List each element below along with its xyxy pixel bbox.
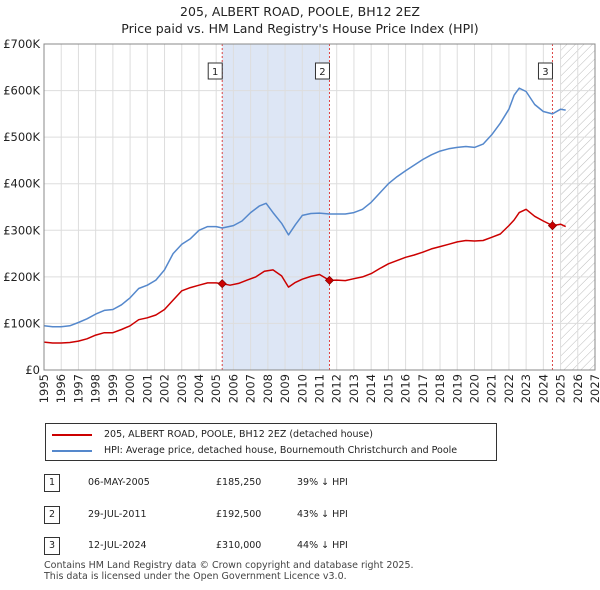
sale-price: £310,000 <box>216 540 262 551</box>
series-line-property <box>43 208 567 344</box>
sale-marker <box>217 279 227 289</box>
sale-date: 12-JUL-2024 <box>88 540 147 551</box>
sale-number-box <box>537 62 553 80</box>
x-tick-label: 2023 <box>519 374 533 403</box>
legend-item-hpi: HPI: Average price, detached house, Bour… <box>52 443 457 459</box>
footer-line-1: Contains HM Land Registry data © Crown c… <box>44 560 414 571</box>
x-tick-label: 2024 <box>536 374 550 403</box>
chart-legend: 205, ALBERT ROAD, POOLE, BH12 2EZ (detac… <box>45 423 497 461</box>
footer-attribution: Contains HM Land Registry data © Crown c… <box>44 560 414 582</box>
price-chart: £0 £100K £200K £300K £400K £500K £600K £700K 199… <box>3 37 600 403</box>
x-tick-label: 2012 <box>330 374 344 403</box>
legend-label-hpi: HPI: Average price, detached house, Bour… <box>104 445 458 456</box>
x-tick-label: 2004 <box>192 374 206 403</box>
footer-line-2: This data is licensed under the Open Gov… <box>44 571 347 582</box>
sale-date: 06-MAY-2005 <box>88 477 150 488</box>
sale-date: 29-JUL-2011 <box>88 509 147 520</box>
plot-frame <box>43 43 596 371</box>
legend-label-property: 205, ALBERT ROAD, POOLE, BH12 2EZ (detac… <box>104 429 373 440</box>
x-tick-label: 2026 <box>571 374 585 403</box>
sale-number-badge: 1 <box>44 474 60 492</box>
sale-number-badge: 3 <box>44 537 60 555</box>
y-tick-label: £500K <box>3 130 40 144</box>
legend-swatch-property <box>52 433 92 436</box>
sale-marker <box>324 275 335 285</box>
x-tick-label: 2005 <box>209 374 223 403</box>
y-tick-label: £700K <box>3 37 40 51</box>
legend-item-property: 205, ALBERT ROAD, POOLE, BH12 2EZ (detac… <box>52 427 373 443</box>
x-tick-label: 2001 <box>140 374 154 403</box>
y-tick-label: £100K <box>3 316 40 330</box>
x-tick-label: 2019 <box>450 374 464 403</box>
x-tick-label: 2000 <box>123 374 137 403</box>
x-tick-label: 2002 <box>158 374 172 403</box>
sale-number-box <box>207 62 223 80</box>
x-tick-label: 2014 <box>364 374 378 403</box>
x-tick-label: 2003 <box>175 374 189 403</box>
x-tick-label: 1999 <box>106 374 120 403</box>
x-tick-label: 2020 <box>467 374 481 403</box>
sale-number-box <box>314 62 330 80</box>
x-tick-label: 2015 <box>381 374 395 403</box>
sale-hpi-diff: 43% ↓ HPI <box>297 509 348 520</box>
sale-marker <box>547 221 558 231</box>
shaded-period <box>222 44 330 370</box>
chart-title: 205, ALBERT ROAD, POOLE, BH12 2EZ Price … <box>0 3 600 37</box>
sale-hpi-diff: 44% ↓ HPI <box>297 540 348 551</box>
x-tick-label: 2027 <box>588 374 600 403</box>
sale-number-label: 3 <box>542 67 548 78</box>
x-tick-label: 2006 <box>226 374 240 403</box>
x-tick-label: 2022 <box>502 374 516 403</box>
x-tick-label: 2007 <box>244 374 258 403</box>
sale-number-label: 2 <box>319 67 325 78</box>
x-tick-label: 2018 <box>433 374 447 403</box>
x-tick-label: 2017 <box>416 374 430 403</box>
x-tick-label: 1997 <box>71 374 85 403</box>
x-tick-label: 1996 <box>54 374 68 403</box>
title-line-2: Price paid vs. HM Land Registry's House … <box>121 21 479 36</box>
x-tick-label: 2009 <box>278 374 292 403</box>
x-tick-label: 1998 <box>89 374 103 403</box>
title-line-1: 205, ALBERT ROAD, POOLE, BH12 2EZ <box>180 4 420 19</box>
legend-swatch-hpi <box>52 449 92 452</box>
sale-number-label: 1 <box>212 67 218 78</box>
sale-number-badge: 2 <box>44 506 60 524</box>
x-tick-label: 2013 <box>347 374 361 403</box>
x-tick-label: 2016 <box>399 374 413 403</box>
x-tick-label: 2021 <box>485 374 499 403</box>
x-tick-label: 2010 <box>295 374 309 403</box>
y-tick-label: £0 <box>25 363 40 377</box>
y-tick-label: £400K <box>3 177 40 191</box>
y-tick-label: £200K <box>3 270 40 284</box>
sale-hpi-diff: 39% ↓ HPI <box>297 477 348 488</box>
x-tick-label: 2025 <box>554 374 568 403</box>
y-tick-label: £600K <box>3 84 40 98</box>
x-tick-label: 1995 <box>37 374 51 403</box>
sale-price: £192,500 <box>216 509 262 520</box>
sale-price: £185,250 <box>216 477 262 488</box>
series-line-hpi <box>43 87 566 328</box>
x-tick-label: 2011 <box>313 374 327 403</box>
x-tick-label: 2008 <box>261 374 275 403</box>
y-tick-label: £300K <box>3 223 40 237</box>
